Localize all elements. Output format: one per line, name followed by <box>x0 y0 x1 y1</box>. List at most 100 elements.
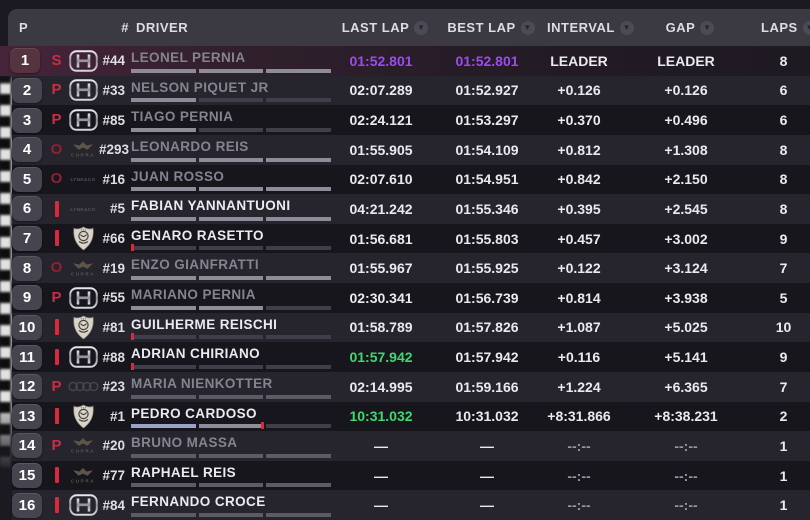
driver-name: GENARO RASETTO <box>131 227 264 243</box>
table-row[interactable]: 2 P #33 NELSON PIQUET JR 02:07.289 01:52.927 +… <box>12 75 810 106</box>
column-header-best-lap[interactable]: BEST LAP ▼ <box>435 20 547 35</box>
table-row[interactable]: 13 ★★★ #1 PEDRO CARDOSO 10:31.032 10:31.032 +8… <box>12 401 810 432</box>
svg-text:CUPRA: CUPRA <box>71 449 95 454</box>
honda-logo-icon <box>67 494 99 516</box>
car-number: #1 <box>109 408 125 424</box>
position-badge: 2 <box>12 77 42 103</box>
sort-arrow-icon[interactable]: ▼ <box>619 20 634 35</box>
sort-arrow-icon[interactable]: ▼ <box>802 20 810 35</box>
sort-arrow-icon[interactable]: ▼ <box>700 20 715 35</box>
sector-segment <box>131 513 196 517</box>
sector-segment <box>198 246 264 251</box>
sector-segment <box>198 68 264 73</box>
column-header-last-lap[interactable]: LAST LAP ▼ <box>335 20 435 35</box>
laps-count: 6 <box>779 112 788 129</box>
svg-text:CUPRA: CUPRA <box>71 271 95 276</box>
sector-segment <box>131 335 196 340</box>
on-track-indicator <box>54 230 59 247</box>
interval-value: +1.087 <box>557 319 601 336</box>
cupra-logo-icon: CUPRA <box>67 436 99 455</box>
sector-segment <box>131 246 196 251</box>
sector-segment <box>198 157 264 162</box>
table-row[interactable]: 3 P #85 TIAGO PERNIA 02:24.121 01:53.297 +0.37… <box>12 105 810 135</box>
svg-text:★★★: ★★★ <box>80 406 86 409</box>
sector-segment <box>198 453 264 458</box>
last-lap-label: LAST LAP <box>341 20 410 35</box>
position-badge: 6 <box>12 196 42 222</box>
sector-segment <box>131 216 196 221</box>
sector-segment <box>266 394 332 399</box>
sector-segment <box>266 453 332 458</box>
best-lap-time: 01:55.925 <box>455 260 519 277</box>
position-badge: 4 <box>12 137 42 163</box>
sector-segment <box>131 187 196 192</box>
gap-value: +0.496 <box>664 112 708 129</box>
sector-segment <box>131 483 196 488</box>
leaderboard-header: P # DRIVER LAST LAP ▼ BEST LAP ▼ INTERVAL ▼… <box>8 9 810 46</box>
table-row[interactable]: 4 O CUPRA #293 LEONARDO REIS 01:55.905 01:54.1… <box>12 134 810 165</box>
status-letter: P <box>51 377 62 395</box>
column-header-interval[interactable]: INTERVAL ▼ <box>547 20 634 35</box>
table-row[interactable]: 15 CUPRA #77 RAPHAEL REIS — — --:-- --:-- 1 <box>12 460 810 491</box>
table-row[interactable]: 8 O CUPRA #19 ENZO GIANFRATTI 01:55.967 01:55.… <box>12 253 810 283</box>
table-row[interactable]: 6 LYNK&CO #5 FABIAN YANNANTUONI 04:21.242 01:… <box>12 194 810 224</box>
sector-segment <box>131 276 196 280</box>
interval-value: LEADER <box>550 52 608 69</box>
car-number: #88 <box>102 349 125 365</box>
last-lap-time: 02:07.610 <box>349 171 413 188</box>
last-lap-time: 04:21.242 <box>349 200 413 217</box>
car-number: #81 <box>102 319 125 335</box>
table-row[interactable]: 12 P #23 MARIA NIENKOTTER 02:14.995 01:59.166… <box>12 371 810 402</box>
column-header-gap[interactable]: GAP ▼ <box>619 20 761 35</box>
interval-value: +0.116 <box>557 349 601 366</box>
car-number: #66 <box>102 231 125 247</box>
sector-segment <box>131 364 196 369</box>
table-row[interactable]: 14 P CUPRA #20 BRUNO MASSA — — --:-- --:-- 1 <box>12 431 810 461</box>
gap-value: +5.025 <box>664 319 708 336</box>
table-row[interactable]: 9 P #55 MARIANO PERNIA 02:30.341 01:56.739 +0.… <box>12 283 810 313</box>
table-row[interactable]: 16 #84 FERNANDO CROCE — — --:-- --:-- 1 <box>12 490 810 520</box>
sector-bars <box>131 481 332 488</box>
honda-logo-icon <box>67 346 99 368</box>
position-badge: 15 <box>12 463 42 489</box>
table-row[interactable]: 11 #88 ADRIAN CHIRIANO 01:57.942 01:57.942 +0… <box>12 342 810 372</box>
table-row[interactable]: 10 ★★★ #81 GUILHERME REISCHI 01:58.789 01:57.… <box>12 312 810 343</box>
cupra-logo-icon: CUPRA <box>67 259 99 278</box>
laps-count: 1 <box>779 497 788 514</box>
sector-bars <box>131 96 332 103</box>
sector-bars <box>131 126 332 133</box>
sector-segment <box>131 157 196 162</box>
sector-bars <box>131 511 332 518</box>
best-lap-time: 01:57.826 <box>455 319 519 336</box>
status-letter: P <box>51 111 62 129</box>
car-number: #84 <box>102 497 125 513</box>
sector-tick <box>131 244 134 252</box>
car-number: #55 <box>102 290 125 306</box>
sector-segment <box>266 68 332 73</box>
sector-segment <box>266 335 332 340</box>
gap-value: +3.124 <box>664 260 708 277</box>
sector-bars <box>131 393 332 400</box>
table-row[interactable]: 5 O LYNK&CO #16 JUAN ROSSO 02:07.610 01:54.951… <box>12 164 810 195</box>
sector-bars <box>131 274 332 281</box>
best-lap-label: BEST LAP <box>447 20 516 35</box>
laps-count: 7 <box>779 378 788 395</box>
best-lap-time: 01:52.801 <box>455 52 519 69</box>
interval-value: +8:31.866 <box>547 408 611 425</box>
sector-segment <box>131 68 196 73</box>
sector-segment <box>198 483 264 488</box>
interval-value: +0.842 <box>557 171 601 188</box>
sector-segment <box>266 157 332 162</box>
best-lap-time: 01:53.297 <box>455 112 519 129</box>
table-row[interactable]: 7 ★★★ #66 GENARO RASETTO 01:56.681 01:55.803 +… <box>12 223 810 254</box>
column-header-laps[interactable]: LAPS ▼ <box>761 20 810 35</box>
column-header-number: # <box>121 20 129 35</box>
sector-bars <box>131 244 332 252</box>
honda-logo-icon <box>67 287 99 309</box>
laps-count: 10 <box>775 319 792 336</box>
sort-arrow-icon[interactable]: ▼ <box>414 20 429 35</box>
table-row[interactable]: 1 S #44 LEONEL PERNIA 01:52.801 01:52.801 LEAD… <box>0 46 810 76</box>
on-track-indicator <box>54 496 59 513</box>
sort-arrow-icon[interactable]: ▼ <box>520 20 535 35</box>
gap-value: +8:38.231 <box>654 408 718 425</box>
